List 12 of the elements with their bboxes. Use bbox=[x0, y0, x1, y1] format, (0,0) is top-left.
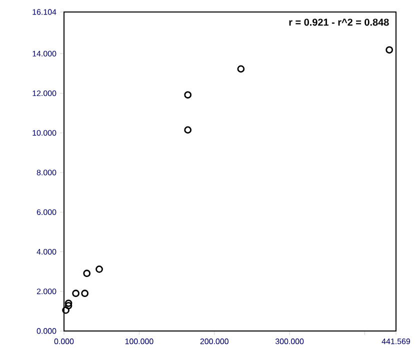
point bbox=[64, 302, 72, 310]
annotation: r = 0.921 - r^2 = 0.848 bbox=[289, 18, 389, 26]
point bbox=[64, 300, 72, 307]
point bbox=[81, 290, 89, 298]
point bbox=[184, 91, 192, 99]
point bbox=[184, 126, 192, 134]
point bbox=[83, 270, 91, 278]
point bbox=[96, 266, 103, 273]
point bbox=[386, 46, 394, 54]
point bbox=[237, 65, 245, 73]
point bbox=[72, 290, 80, 298]
point bbox=[62, 306, 70, 314]
